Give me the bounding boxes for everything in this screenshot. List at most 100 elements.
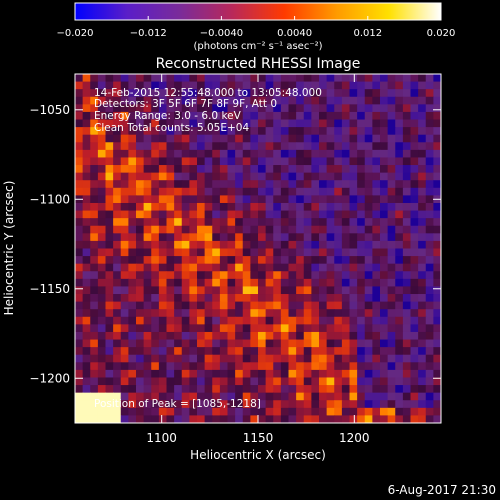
- heatmap-cell: [128, 339, 137, 348]
- heatmap-cell: [235, 339, 244, 348]
- heatmap-cell: [151, 392, 160, 401]
- heatmap-cell: [395, 407, 404, 417]
- heatmap-cell: [303, 263, 312, 272]
- heatmap-cell: [158, 309, 168, 318]
- heatmap-cell: [219, 309, 229, 318]
- heatmap-cell: [212, 134, 221, 143]
- heatmap-cell: [227, 347, 236, 356]
- heatmap-cell: [227, 400, 236, 409]
- heatmap-cell: [105, 157, 114, 166]
- heatmap-cell: [280, 347, 290, 356]
- heatmap-cell: [105, 309, 114, 318]
- heatmap-cell: [113, 385, 122, 394]
- heatmap-cell: [334, 286, 343, 295]
- heatmap-cell: [311, 362, 320, 371]
- heatmap-cell: [418, 294, 427, 303]
- heatmap-cell: [258, 248, 267, 257]
- heatmap-cell: [334, 187, 343, 196]
- heatmap-cell: [296, 218, 305, 227]
- heatmap-cell: [181, 218, 190, 227]
- heatmap-cell: [75, 202, 84, 212]
- heatmap-cell: [364, 400, 373, 409]
- heatmap-cell: [128, 256, 137, 265]
- heatmap-cell: [265, 187, 274, 196]
- heatmap-cell: [402, 316, 412, 325]
- heatmap-cell: [90, 134, 99, 143]
- heatmap-cell: [235, 354, 244, 363]
- heatmap-cell: [235, 392, 244, 401]
- heatmap-cell: [235, 104, 244, 113]
- heatmap-cell: [174, 415, 183, 423]
- heatmap-cell: [258, 286, 267, 295]
- heatmap-cell: [410, 271, 419, 280]
- heatmap-cell: [319, 377, 328, 386]
- heatmap-cell: [334, 248, 343, 257]
- heatmap-cell: [280, 119, 290, 128]
- heatmap-cell: [212, 392, 221, 401]
- heatmap-cell: [235, 316, 244, 325]
- heatmap-cell: [212, 271, 221, 280]
- heatmap-cell: [288, 180, 297, 189]
- heatmap-cell: [334, 400, 343, 409]
- heatmap-cell: [181, 104, 190, 113]
- heatmap-cell: [326, 309, 335, 318]
- heatmap-cell: [357, 104, 366, 113]
- heatmap-cell: [402, 218, 412, 227]
- heatmap-cell: [235, 400, 244, 409]
- heatmap-cell: [143, 187, 152, 196]
- heatmap-cell: [235, 240, 244, 250]
- heatmap-cell: [349, 127, 358, 136]
- heatmap-cell: [250, 104, 259, 113]
- annotation-peak: Position of Peak = [1085,-1218]: [94, 398, 261, 410]
- heatmap-cell: [181, 301, 190, 310]
- heatmap-cell: [90, 225, 99, 234]
- heatmap-cell: [120, 187, 129, 196]
- heatmap-cell: [113, 180, 122, 189]
- heatmap-cell: [128, 187, 137, 196]
- heatmap-cell: [311, 157, 320, 166]
- heatmap-cell: [174, 225, 183, 234]
- heatmap-cell: [402, 127, 412, 136]
- heatmap-cell: [212, 172, 221, 181]
- heatmap-cell: [311, 309, 320, 318]
- heatmap-cell: [120, 157, 129, 166]
- heatmap-cell: [387, 263, 396, 272]
- heatmap-cell: [105, 400, 114, 409]
- heatmap-cell: [303, 377, 312, 386]
- heatmap-cell: [296, 400, 305, 409]
- heatmap-cell: [372, 104, 381, 113]
- heatmap-cell: [288, 248, 297, 257]
- heatmap-cell: [227, 415, 236, 423]
- heatmap-cell: [242, 104, 251, 113]
- heatmap-cell: [105, 286, 114, 295]
- heatmap-cell: [303, 180, 312, 189]
- heatmap-cell: [410, 324, 419, 333]
- heatmap-cell: [334, 415, 343, 423]
- heatmap-cell: [364, 81, 373, 90]
- heatmap-cell: [265, 309, 274, 318]
- heatmap-cell: [258, 111, 267, 121]
- heatmap-cell: [158, 362, 168, 371]
- heatmap-cell: [395, 400, 404, 409]
- heatmap-cell: [341, 74, 351, 83]
- heatmap-cell: [242, 202, 251, 212]
- heatmap-cell: [418, 187, 427, 196]
- heatmap-cell: [410, 286, 419, 295]
- heatmap-cell: [334, 127, 343, 136]
- heatmap-cell: [433, 165, 441, 174]
- heatmap-cell: [265, 339, 274, 348]
- heatmap-cell: [197, 324, 206, 333]
- heatmap-cell: [380, 339, 389, 348]
- heatmap-cell: [181, 278, 190, 288]
- heatmap-cell: [166, 278, 175, 288]
- heatmap-cell: [97, 407, 107, 417]
- heatmap-cell: [319, 324, 328, 333]
- heatmap-cell: [273, 195, 282, 204]
- heatmap-cell: [296, 407, 305, 417]
- heatmap-cell: [334, 172, 343, 181]
- heatmap-cell: [113, 278, 122, 288]
- heatmap-cell: [174, 81, 183, 90]
- heatmap-cell: [204, 210, 213, 219]
- heatmap-cell: [395, 354, 404, 363]
- heatmap-cell: [357, 415, 366, 423]
